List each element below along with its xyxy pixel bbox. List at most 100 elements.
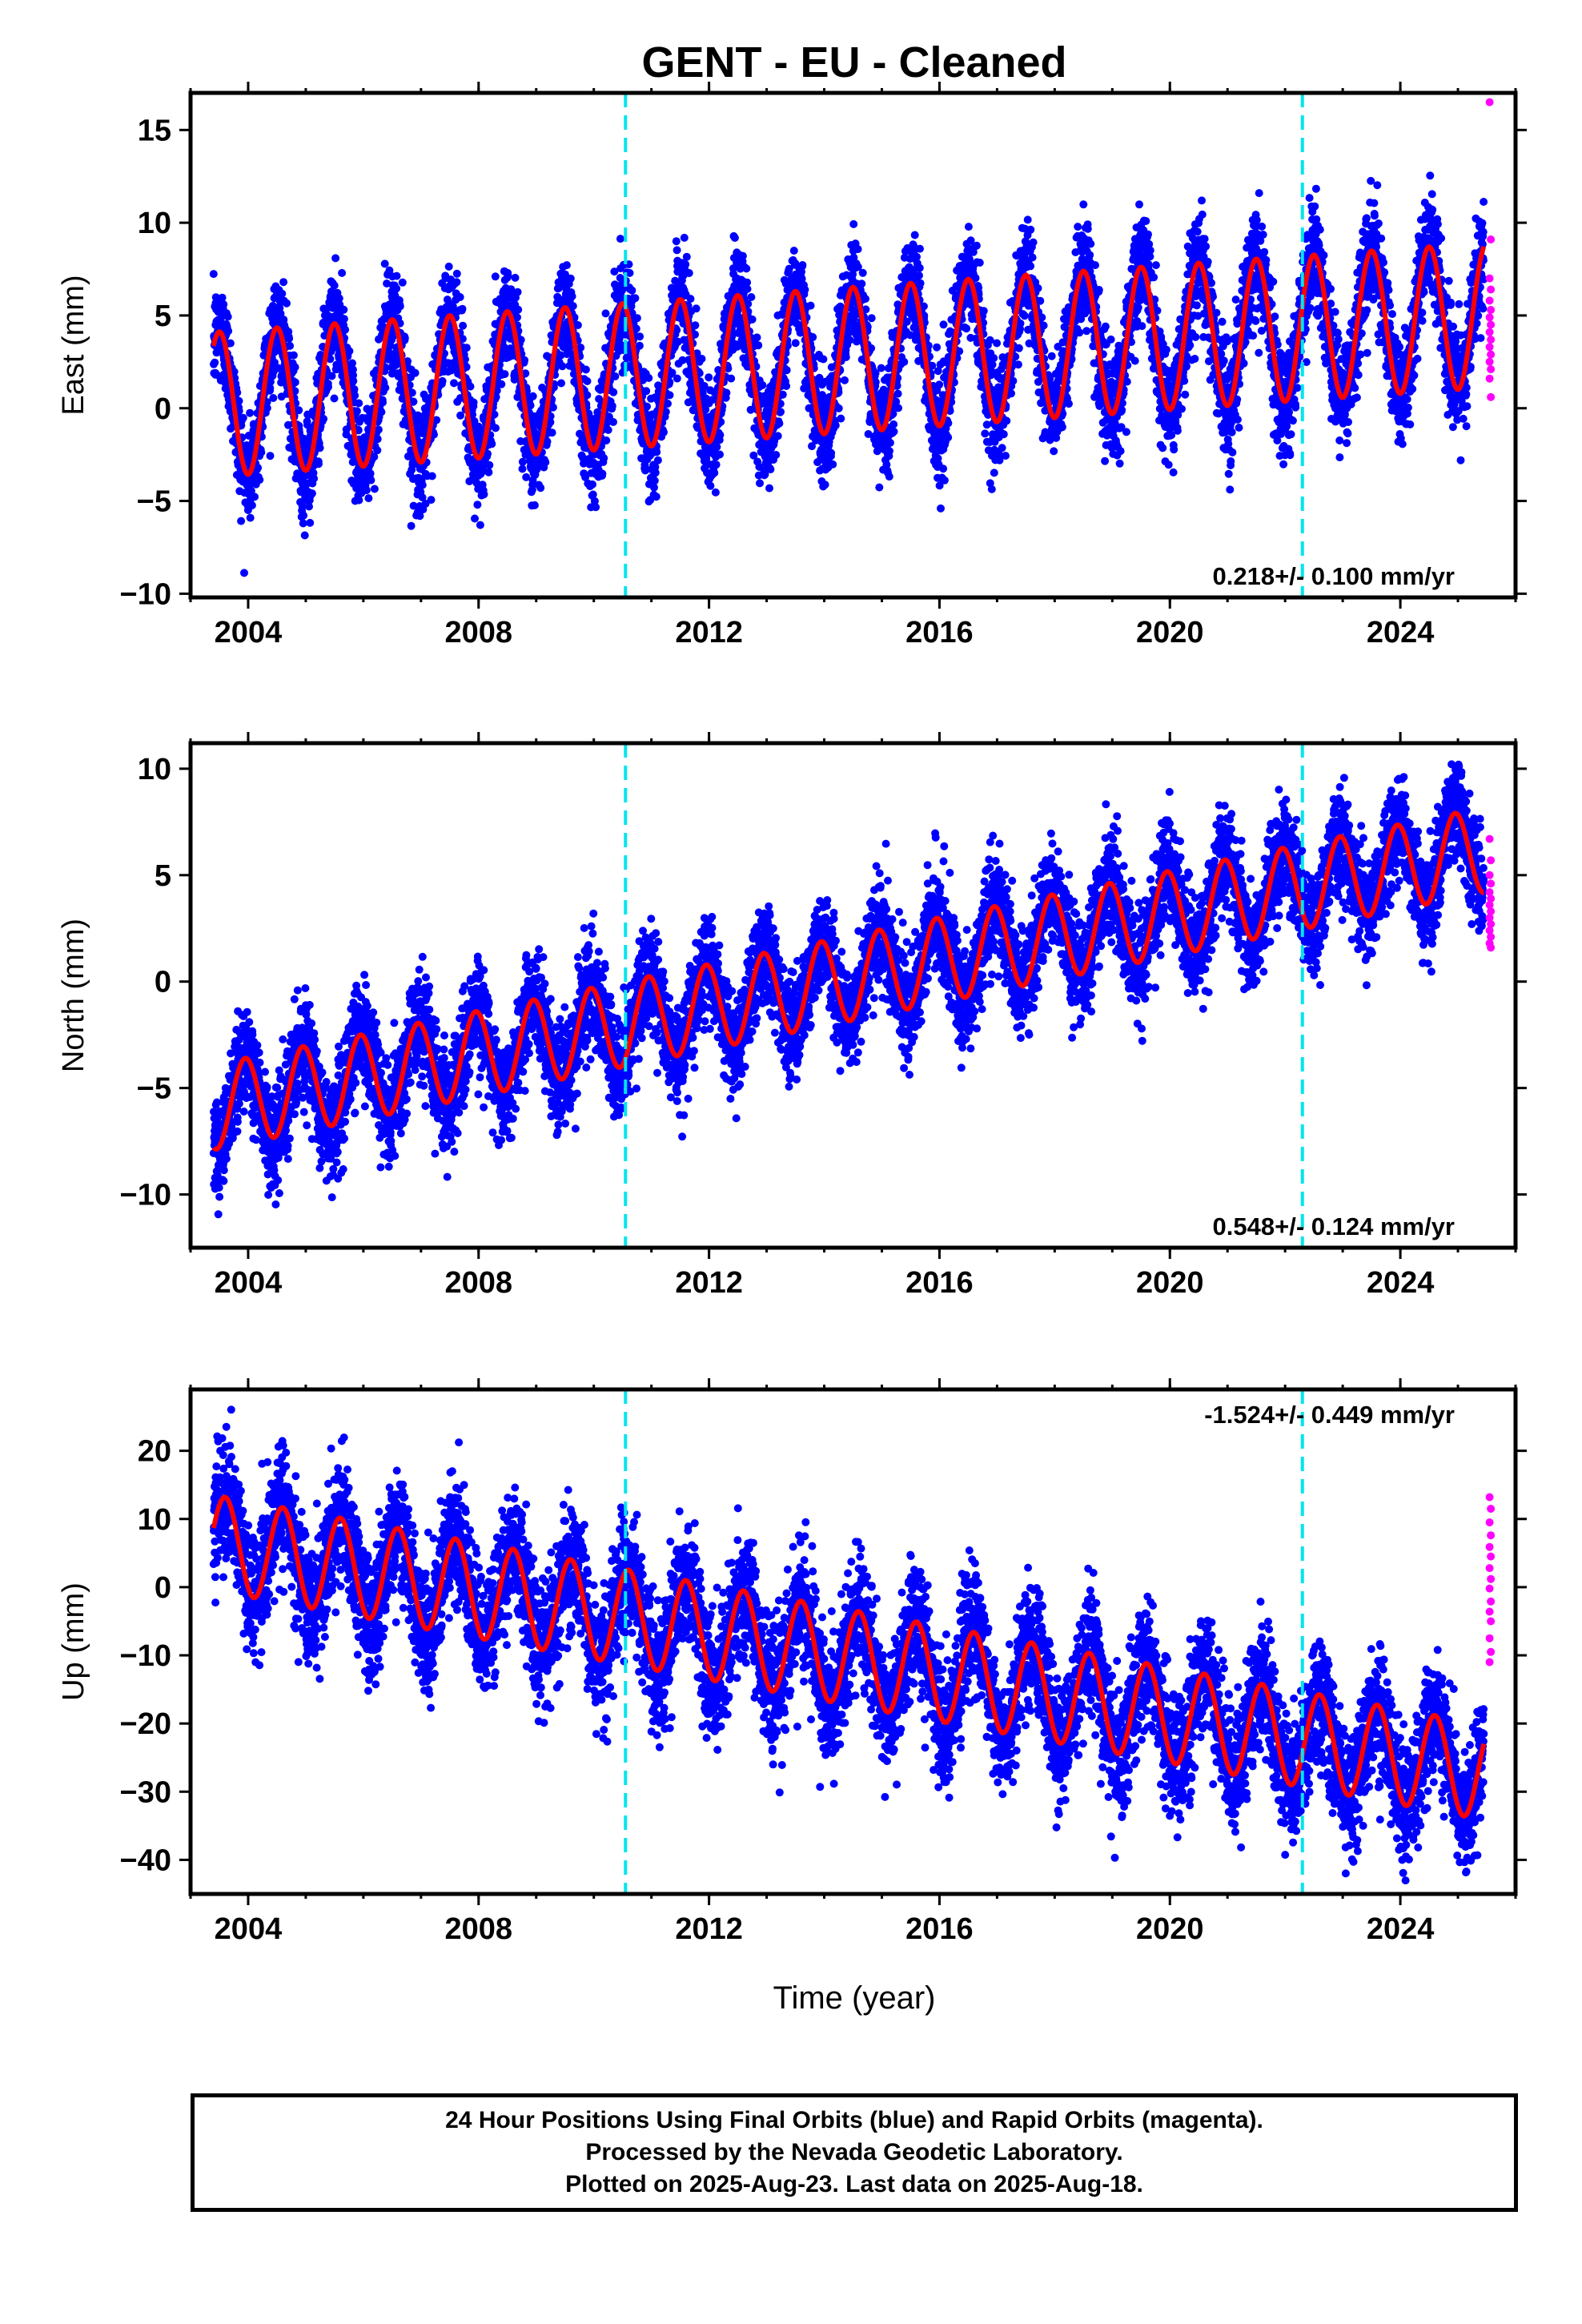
final-orbit-point [885, 447, 893, 456]
final-orbit-point [362, 486, 371, 495]
final-orbit-point [310, 474, 319, 483]
final-orbit-point [935, 380, 944, 389]
final-orbit-point [642, 387, 651, 396]
final-orbit-point [616, 235, 624, 243]
final-orbit-point [319, 415, 328, 423]
final-orbit-point [660, 428, 668, 436]
final-orbit-point [987, 485, 996, 493]
final-orbit-point [841, 376, 849, 384]
final-orbit-point [469, 398, 478, 407]
final-orbit-point [218, 293, 227, 302]
final-orbit-point [801, 285, 809, 294]
final-orbit-point [452, 269, 461, 278]
final-orbit-point [354, 426, 363, 435]
final-orbit-point [867, 314, 876, 323]
final-orbit-point [990, 354, 998, 363]
final-orbit-point [291, 363, 299, 372]
final-orbit-point [471, 514, 479, 523]
final-orbit-point [604, 425, 612, 434]
final-orbit-point [315, 444, 324, 452]
final-orbit-point [355, 496, 363, 505]
final-orbit-point [324, 383, 332, 392]
final-orbit-point [939, 464, 948, 473]
final-orbit-point [518, 457, 527, 466]
final-orbit-point [712, 460, 721, 469]
final-orbit-point [246, 513, 255, 522]
final-orbit-point [706, 481, 715, 490]
final-orbit-point [831, 421, 840, 430]
final-orbit-point [885, 472, 893, 481]
final-orbit-point [299, 511, 308, 520]
final-orbit-point [819, 355, 828, 364]
final-orbit-point [411, 368, 420, 377]
final-orbit-point [219, 300, 228, 308]
final-orbit-point [247, 487, 255, 495]
final-orbit-point [492, 424, 500, 432]
final-orbit-point [269, 394, 278, 402]
final-orbit-point [834, 404, 843, 412]
final-orbit-point [224, 327, 233, 336]
final-orbit-point [244, 432, 253, 440]
final-orbit-point [680, 233, 689, 242]
final-orbit-point [418, 480, 427, 489]
final-orbit-point [722, 388, 731, 397]
final-orbit-point [837, 414, 845, 423]
final-orbit-point [209, 270, 218, 279]
final-orbit-point [491, 272, 500, 281]
final-orbit-point [686, 295, 695, 304]
final-orbit-point [664, 400, 672, 408]
final-orbit-point [600, 454, 608, 462]
final-orbit-point [900, 357, 909, 366]
final-orbit-point [858, 268, 867, 277]
final-orbit-point [915, 263, 924, 272]
final-orbit-point [530, 501, 539, 509]
final-orbit-point [568, 292, 576, 300]
final-orbit-point [367, 476, 375, 485]
final-orbit-point [398, 278, 407, 287]
final-orbit-point [789, 247, 798, 255]
final-orbit-point [944, 433, 953, 442]
final-orbit-point [306, 518, 315, 527]
final-orbit-point [257, 448, 266, 456]
final-orbit-point [821, 480, 829, 489]
final-orbit-point [558, 362, 567, 371]
final-orbit-point [557, 379, 565, 388]
final-orbit-point [330, 281, 339, 290]
final-orbit-point [299, 435, 308, 443]
final-orbit-point [609, 418, 617, 426]
final-orbit-point [473, 501, 482, 509]
final-orbit-point [331, 254, 340, 263]
final-orbit-point [916, 279, 925, 287]
final-orbit-point [665, 391, 674, 400]
final-orbit-point [885, 438, 894, 447]
final-orbit-point [400, 334, 409, 343]
final-orbit-point [348, 359, 356, 368]
final-orbit-point [857, 279, 866, 288]
final-orbit-point [993, 339, 1002, 348]
final-orbit-point [877, 364, 885, 372]
final-orbit-point [672, 237, 681, 246]
final-orbit-point [628, 286, 636, 295]
final-orbit-point [528, 392, 537, 400]
final-orbit-point [364, 494, 373, 503]
final-orbit-point [458, 304, 467, 313]
final-orbit-point [407, 521, 416, 530]
final-orbit-point [513, 287, 522, 296]
final-orbit-point [237, 517, 246, 525]
final-orbit-point [500, 370, 509, 379]
final-orbit-point [459, 321, 468, 330]
final-orbit-point [986, 336, 994, 344]
final-orbit-point [349, 376, 358, 385]
final-orbit-point [307, 489, 316, 498]
final-orbit-point [894, 404, 902, 412]
final-orbit-point [339, 315, 348, 324]
final-orbit-point [782, 382, 791, 390]
final-orbit-point [754, 341, 763, 350]
final-orbit-point [350, 385, 359, 393]
final-orbit-point [295, 406, 303, 415]
final-orbit-point [916, 244, 924, 253]
final-orbit-point [526, 401, 535, 410]
final-orbit-point [727, 374, 736, 383]
final-orbit-point [485, 460, 494, 469]
